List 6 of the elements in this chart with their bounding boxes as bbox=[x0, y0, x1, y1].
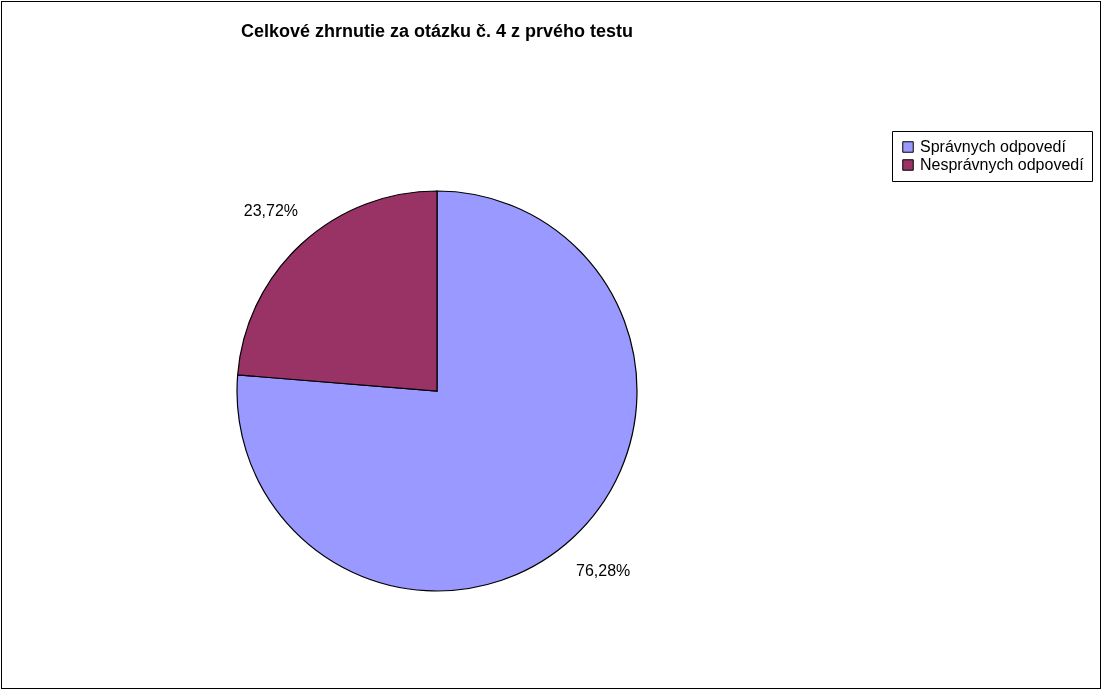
pie-slice bbox=[236, 190, 638, 592]
data-label: 76,28% bbox=[576, 562, 631, 580]
data-label: 23,72% bbox=[243, 201, 298, 219]
legend-label: Správnych odpovedí bbox=[920, 138, 1067, 155]
chart-title: Celkové zhrnutie za otázku č. 4 z prvého testu bbox=[240, 20, 634, 41]
legend-label: Nesprávnych odpovedí bbox=[920, 156, 1085, 173]
